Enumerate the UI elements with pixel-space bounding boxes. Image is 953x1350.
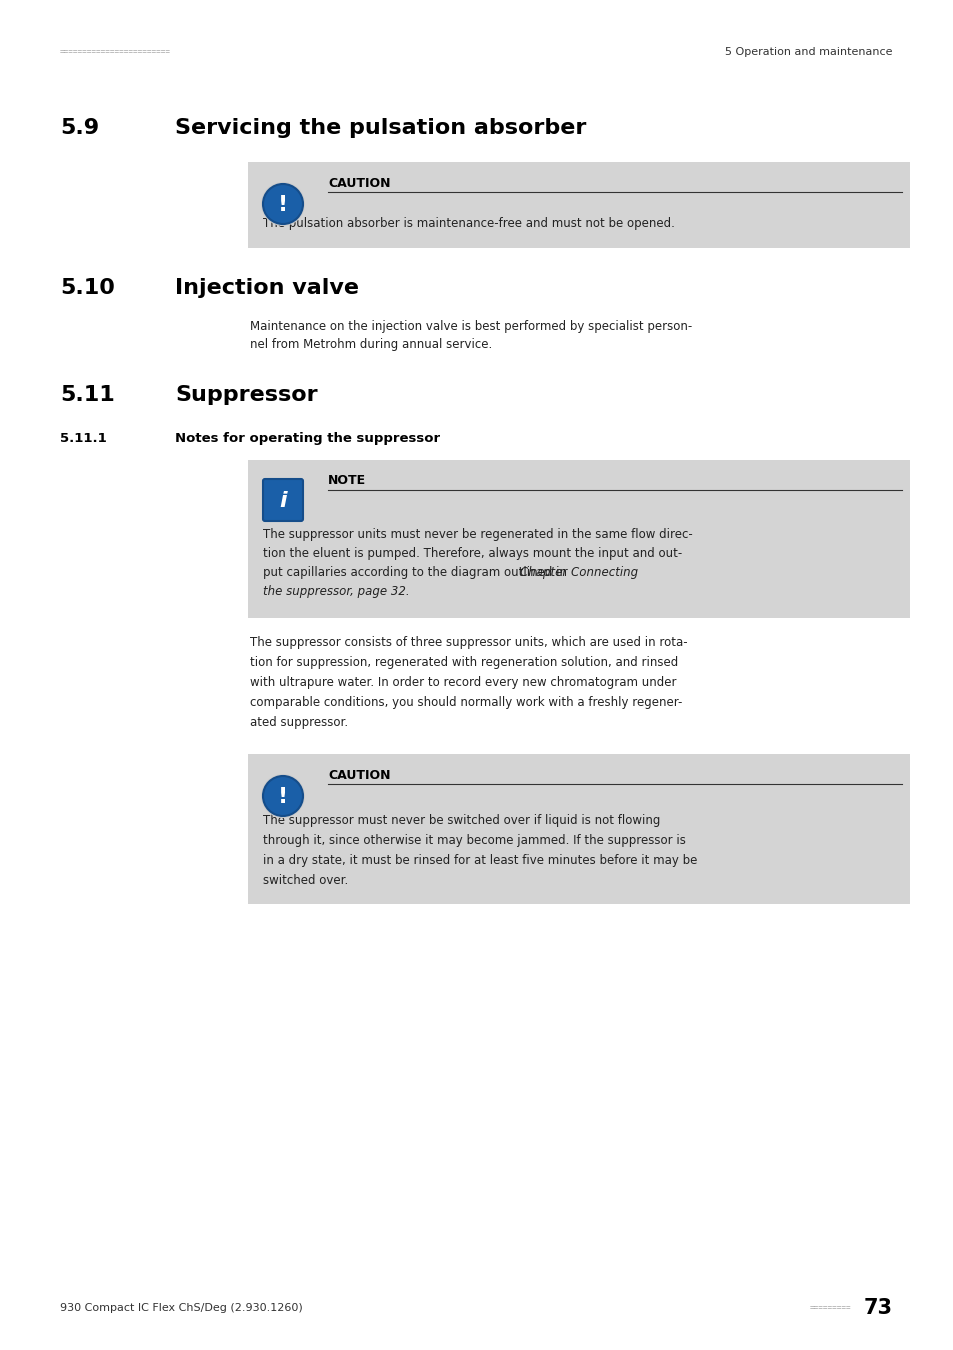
Circle shape	[263, 776, 303, 815]
Text: in a dry state, it must be rinsed for at least five minutes before it may be: in a dry state, it must be rinsed for at…	[263, 855, 697, 867]
Text: the suppressor, page 32.: the suppressor, page 32.	[263, 585, 409, 598]
Text: 5.11.1: 5.11.1	[60, 432, 107, 446]
Text: 5.10: 5.10	[60, 278, 114, 298]
Text: Suppressor: Suppressor	[174, 385, 317, 405]
Text: 73: 73	[863, 1297, 892, 1318]
Text: The pulsation absorber is maintenance-free and must not be opened.: The pulsation absorber is maintenance-fr…	[263, 217, 674, 230]
Text: 5 Operation and maintenance: 5 Operation and maintenance	[724, 47, 892, 57]
Text: NOTE: NOTE	[328, 474, 366, 487]
Text: Notes for operating the suppressor: Notes for operating the suppressor	[174, 432, 439, 446]
Text: tion for suppression, regenerated with regeneration solution, and rinsed: tion for suppression, regenerated with r…	[250, 656, 678, 670]
Text: !: !	[277, 194, 288, 215]
Text: 5.9: 5.9	[60, 117, 99, 138]
Text: ========================: ========================	[60, 47, 171, 57]
Bar	[248, 755, 909, 905]
Text: !: !	[277, 787, 288, 807]
Text: nel from Metrohm during annual service.: nel from Metrohm during annual service.	[250, 338, 492, 351]
Text: =========: =========	[809, 1304, 851, 1312]
Text: 930 Compact IC Flex ChS/Deg (2.930.1260): 930 Compact IC Flex ChS/Deg (2.930.1260)	[60, 1303, 302, 1314]
Circle shape	[261, 182, 305, 225]
Text: through it, since otherwise it may become jammed. If the suppressor is: through it, since otherwise it may becom…	[263, 834, 685, 846]
Text: tion the eluent is pumped. Therefore, always mount the input and out-: tion the eluent is pumped. Therefore, al…	[263, 547, 681, 560]
Text: CAUTION: CAUTION	[328, 177, 390, 190]
Text: Injection valve: Injection valve	[174, 278, 358, 298]
Text: with ultrapure water. In order to record every new chromatogram under: with ultrapure water. In order to record…	[250, 676, 676, 688]
Circle shape	[261, 774, 305, 818]
Bar	[248, 162, 909, 248]
Text: The suppressor must never be switched over if liquid is not flowing: The suppressor must never be switched ov…	[263, 814, 659, 828]
Text: switched over.: switched over.	[263, 873, 348, 887]
Text: i: i	[279, 491, 287, 512]
FancyBboxPatch shape	[263, 479, 303, 521]
Text: 5.11: 5.11	[60, 385, 114, 405]
Circle shape	[263, 184, 303, 224]
Text: The suppressor units must never be regenerated in the same flow direc-: The suppressor units must never be regen…	[263, 528, 692, 541]
Text: ated suppressor.: ated suppressor.	[250, 716, 348, 729]
Text: The suppressor consists of three suppressor units, which are used in rota-: The suppressor consists of three suppres…	[250, 636, 687, 649]
Bar	[248, 460, 909, 618]
Text: Chapter Connecting: Chapter Connecting	[519, 566, 638, 579]
Text: Maintenance on the injection valve is best performed by specialist person-: Maintenance on the injection valve is be…	[250, 320, 692, 333]
Text: put capillaries according to the diagram outlined in: put capillaries according to the diagram…	[263, 566, 570, 579]
Text: CAUTION: CAUTION	[328, 769, 390, 782]
Text: comparable conditions, you should normally work with a freshly regener-: comparable conditions, you should normal…	[250, 697, 681, 709]
Text: Servicing the pulsation absorber: Servicing the pulsation absorber	[174, 117, 586, 138]
